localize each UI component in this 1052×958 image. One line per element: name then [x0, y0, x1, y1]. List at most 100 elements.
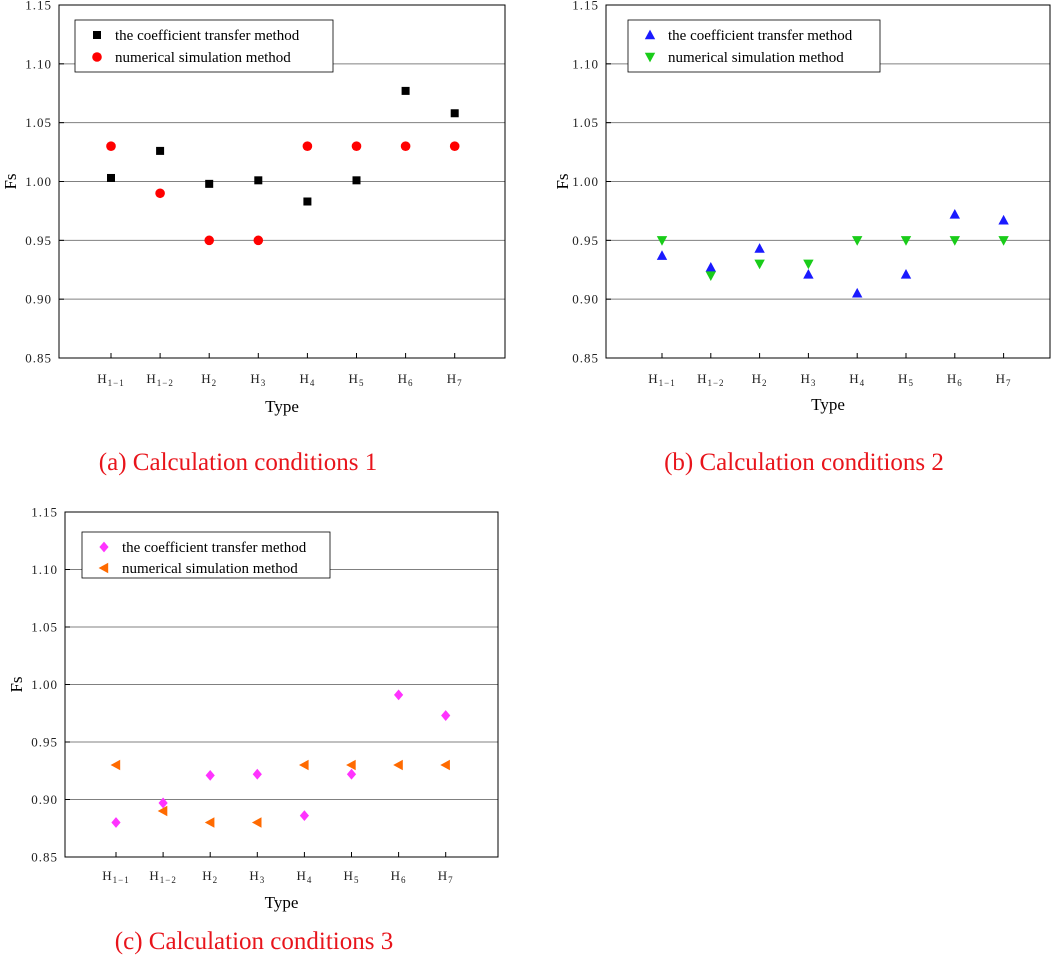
legend-marker: [99, 541, 109, 553]
legend-marker: [92, 52, 102, 62]
y-tick-label: 1.00: [572, 174, 599, 189]
x-tick-label: H1−2: [149, 868, 176, 885]
y-tick-label: 0.85: [572, 351, 599, 366]
x-tick-label: H5: [349, 371, 365, 388]
y-tick-label: 1.05: [25, 115, 52, 130]
x-axis-title: Type: [811, 395, 845, 414]
legend-label: the coefficient transfer method: [115, 28, 300, 44]
legend: the coefficient transfer method numerical…: [74, 19, 334, 73]
x-tick-label: H2: [202, 868, 218, 885]
x-tick-label: H5: [344, 868, 360, 885]
x-tick-label: H6: [398, 371, 414, 388]
y-tick-label: 0.95: [31, 735, 58, 750]
chart-panel-1: 0.85 0.90 0.95 1.00 1.05 1.10 1.15 H1−1 H1−2 H2 H3…: [1, 0, 506, 476]
data-point-series-1: [450, 109, 459, 118]
x-tick-label: H3: [800, 371, 816, 388]
data-point-series-2: [253, 235, 264, 246]
x-tick-label: H2: [752, 371, 768, 388]
x-axis-title: Type: [265, 893, 299, 912]
data-point-series-2: [400, 141, 411, 151]
x-tick-label: H6: [947, 371, 963, 388]
data-point-series-1: [656, 250, 668, 260]
y-tick-label: 1.05: [31, 620, 58, 635]
x-tick-label: H1−2: [146, 371, 173, 388]
x-tick-label: H4: [296, 868, 312, 885]
y-tick-label: 0.95: [572, 233, 599, 248]
x-tick-label: H4: [299, 371, 315, 388]
y-axis-title: Fs: [553, 173, 572, 189]
data-point-series-1: [352, 176, 361, 185]
x-tick-label: H1−1: [648, 371, 675, 388]
y-tick-label: 1.15: [572, 0, 599, 13]
data-point-series-2: [351, 141, 362, 151]
data-point-series-2: [900, 236, 912, 246]
x-tick-label: H6: [391, 868, 407, 885]
legend-label: the coefficient transfer method: [122, 540, 307, 556]
panel-caption: (c) Calculation conditions 3: [115, 928, 393, 955]
data-point-series-2: [754, 259, 765, 270]
data-point-series-2: [705, 271, 716, 282]
legend-box: [627, 19, 881, 73]
data-point-series-1: [346, 768, 357, 780]
y-tick-label: 1.10: [31, 562, 58, 577]
y-axis-title: Fs: [7, 676, 26, 692]
x-tick-label: H4: [849, 371, 865, 388]
panel-caption: (b) Calculation conditions 2: [664, 449, 944, 476]
data-point-series-2: [393, 759, 403, 771]
data-point-series-2: [449, 141, 460, 151]
legend-marker: [644, 52, 656, 63]
legend-label: numerical simulation method: [122, 561, 298, 577]
legend: the coefficient transfer method numerical…: [81, 531, 331, 579]
data-point-series-2: [346, 759, 356, 771]
data-point-series-1: [252, 768, 262, 780]
data-point-series-1: [754, 243, 765, 253]
y-tick-label: 1.15: [31, 505, 58, 520]
x-tick-label: H1−1: [102, 868, 129, 885]
data-point-series-1: [998, 214, 1009, 225]
data-point-series-2: [251, 817, 262, 828]
y-tick-label: 1.00: [25, 174, 52, 189]
y-tick-label: 0.90: [25, 292, 52, 307]
x-axis-title: Type: [265, 397, 299, 416]
y-tick-label: 1.10: [572, 56, 599, 71]
data-point-series-1: [254, 176, 263, 185]
legend-label: the coefficient transfer method: [668, 28, 853, 44]
data-point-series-2: [204, 235, 214, 246]
legend-box: [74, 19, 334, 73]
data-point-series-2: [302, 141, 313, 151]
data-point-series-2: [998, 236, 1009, 246]
x-tick-label: H3: [249, 868, 265, 885]
y-tick-label: 1.15: [25, 0, 52, 13]
x-tick-label: H2: [201, 371, 217, 388]
data-point-series-2: [157, 805, 168, 817]
data-point-series-2: [299, 759, 309, 771]
legend-marker: [93, 31, 101, 39]
legend-box: [81, 531, 331, 579]
data-point-series-2: [656, 236, 668, 246]
data-point-series-1: [303, 197, 312, 206]
data-point-series-1: [803, 269, 814, 279]
panel-caption: (a) Calculation conditions 1: [99, 449, 377, 476]
y-tick-label: 1.05: [572, 115, 599, 130]
chart-panel-3: 0.85 0.90 0.95 1.00 1.05 1.10 1.15 H1−1 H1−2 H2 H3…: [7, 505, 499, 955]
data-point-series-2: [155, 188, 165, 199]
x-tick-label: H3: [250, 371, 266, 388]
legend-marker: [98, 562, 109, 574]
chart-panel-2: 0.85 0.90 0.95 1.00 1.05 1.10 1.15 H1−1 H1−2 H2 H3…: [553, 0, 1051, 476]
data-point-series-1: [900, 269, 912, 279]
data-point-series-1: [949, 209, 960, 219]
data-point-series-1: [852, 287, 863, 298]
data-point-series-2: [803, 259, 814, 270]
data-point-series-2: [852, 236, 863, 246]
data-point-series-1: [441, 710, 451, 721]
y-tick-label: 1.10: [25, 56, 52, 71]
data-point-series-1: [107, 173, 115, 182]
data-point-series-1: [111, 817, 121, 828]
data-point-series-2: [949, 236, 960, 246]
data-point-series-1: [205, 179, 214, 188]
x-tick-label: H1−1: [97, 371, 124, 388]
data-point-series-2: [106, 141, 116, 151]
data-point-series-1: [705, 261, 716, 272]
data-point-series-2: [110, 759, 121, 771]
